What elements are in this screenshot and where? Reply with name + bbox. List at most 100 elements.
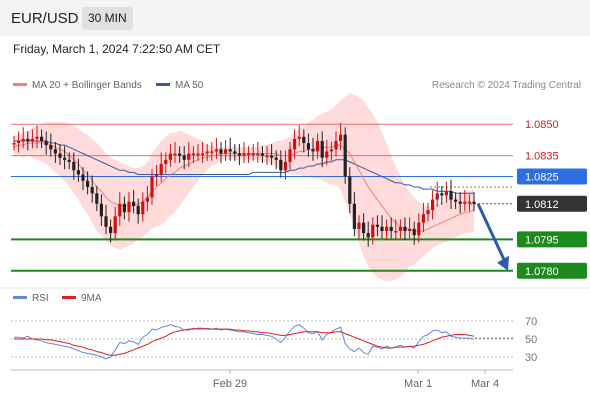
candle-body [72, 161, 76, 171]
candle-body [302, 136, 306, 144]
candle-body [408, 228, 412, 232]
candle-body [417, 222, 421, 236]
candle-body [366, 233, 370, 238]
candle-body [76, 170, 80, 175]
credit-label: Research © 2024 Trading Central [431, 80, 581, 91]
rsi-swatch [13, 295, 27, 299]
candle-body [375, 224, 379, 227]
candle-body [95, 193, 99, 204]
candle-body [90, 187, 94, 194]
datetime-label: Friday, March 1, 2024 7:22:50 AM CET [13, 42, 221, 56]
candle-body [380, 226, 384, 232]
candle-body [49, 145, 53, 150]
candle-body [35, 136, 39, 139]
candle-body [132, 201, 136, 206]
candle-body [205, 151, 209, 154]
candle-body [458, 201, 462, 204]
rsi-ma9-line [14, 327, 475, 356]
candle-body [320, 140, 324, 158]
level-label-0: 1.0850 [525, 119, 559, 131]
candle-body [53, 149, 57, 154]
candle-body [426, 210, 430, 215]
candle-body [17, 140, 21, 144]
candle-body [109, 226, 113, 234]
candle-body [145, 197, 149, 202]
candle-body [99, 203, 103, 217]
candle-body [168, 153, 172, 160]
level-label-2: 1.0825 [525, 172, 559, 184]
candle-body [325, 151, 329, 158]
x-tick-label: Mar 4 [471, 378, 499, 390]
candle-body [389, 226, 393, 232]
candle-body [270, 155, 274, 158]
candle-body [403, 226, 407, 232]
candle-body [155, 174, 159, 177]
candle-body [431, 199, 435, 211]
candle-body [362, 222, 366, 234]
level-tag-4 [517, 231, 587, 248]
candle-body [440, 193, 444, 196]
candle-body [279, 159, 283, 171]
candle-body [196, 153, 200, 156]
candle-body [274, 157, 278, 160]
rsi-line [14, 324, 475, 360]
ma50-line [14, 140, 474, 194]
legend-ma9: 9MA [62, 293, 102, 304]
candle-body [463, 201, 467, 204]
candle-body [283, 161, 287, 171]
candle-body [187, 153, 191, 160]
rsi-tick-label: 70 [525, 316, 537, 328]
candle-body [219, 149, 223, 154]
level-tag-5 [517, 262, 587, 279]
candle-body [159, 163, 163, 175]
candle-body [412, 228, 416, 236]
candle-body [398, 226, 402, 232]
rsi-tick-label: 30 [525, 352, 537, 364]
candle-body [164, 159, 168, 164]
candle-body [394, 231, 398, 233]
candle-body [40, 136, 44, 141]
candle-body [122, 203, 126, 213]
candle-body [237, 153, 241, 156]
candle-body [191, 153, 195, 156]
candle-body [421, 214, 425, 223]
candles [12, 123, 476, 247]
forecast-arrow [476, 203, 507, 263]
candle-body [178, 153, 182, 156]
timeframe-badge[interactable]: 30 MIN [82, 7, 133, 30]
candle-body [385, 226, 389, 232]
level-label-4: 1.0795 [525, 234, 559, 246]
ma20-swatch [13, 82, 27, 86]
candle-body [136, 205, 140, 215]
candle-body [288, 149, 292, 162]
candle-body [86, 180, 90, 188]
candle-body [306, 143, 310, 150]
candle-body [348, 176, 352, 204]
candle-body [260, 153, 264, 156]
candle-body [21, 138, 25, 141]
candle-body [293, 138, 297, 150]
candle-body [173, 153, 177, 156]
candle-body [224, 149, 228, 154]
candle-body [472, 201, 476, 204]
candle-body [63, 157, 67, 160]
candle-body [44, 140, 48, 146]
top-bar: EUR/USD 30 MIN [0, 0, 590, 36]
candle-body [214, 149, 218, 152]
candle-body [118, 203, 122, 217]
symbol-label: EUR/USD [11, 10, 79, 27]
candle-body [435, 193, 439, 200]
candle-body [449, 191, 453, 200]
candle-body [467, 201, 471, 204]
level-tag-3 [517, 195, 587, 212]
candle-body [265, 155, 269, 158]
ma9-swatch [62, 295, 76, 299]
candle-body [352, 203, 356, 229]
candle-body [12, 143, 16, 145]
level-label-1: 1.0835 [525, 151, 559, 163]
ma50-swatch [156, 82, 170, 86]
candle-body [444, 191, 448, 196]
candle-body [339, 134, 343, 141]
candle-body [297, 136, 301, 139]
